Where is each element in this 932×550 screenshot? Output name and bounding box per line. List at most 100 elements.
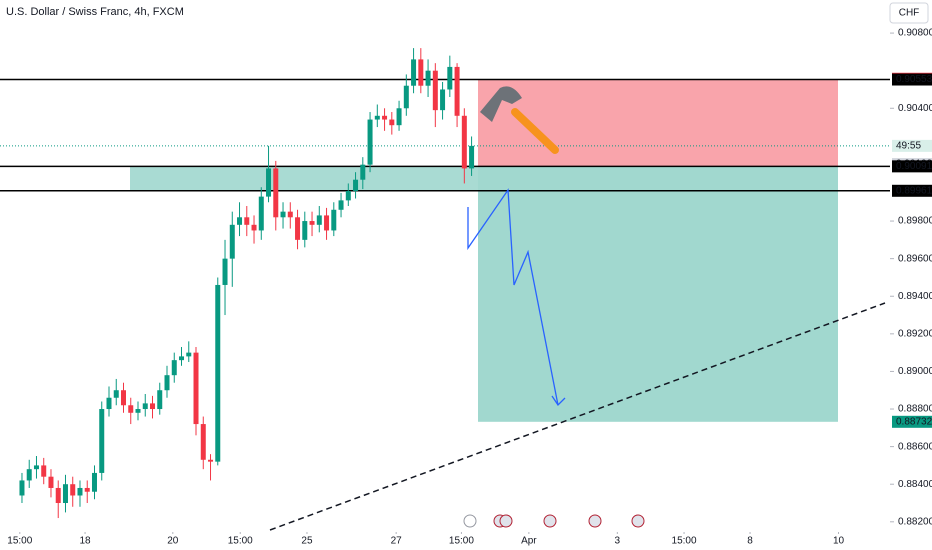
event-icon	[463, 514, 477, 528]
candle-body	[84, 487, 90, 492]
candle-body	[302, 221, 308, 240]
y-tick-label: 0.89600	[898, 253, 932, 264]
candle-body	[19, 480, 25, 496]
axis-bg	[890, 0, 932, 550]
y-tick-label: 0.88800	[898, 404, 932, 415]
x-tick-label: 10	[833, 536, 845, 547]
forecast-arrow	[467, 188, 559, 406]
candle-body	[396, 108, 402, 126]
candle-body	[295, 217, 301, 240]
y-tick-label: 0.90400	[898, 103, 932, 114]
y-tick-label: 0.89800	[898, 216, 932, 227]
zone	[130, 166, 478, 191]
candle-body	[99, 409, 105, 473]
candle-body	[222, 258, 228, 285]
candle-body	[106, 397, 112, 410]
candle-body	[186, 352, 192, 357]
x-tick-label: 27	[391, 536, 403, 547]
x-tick-label: 8	[747, 536, 753, 547]
price-badge-label: 0.88732	[896, 416, 932, 427]
x-tick-label: 20	[167, 536, 179, 547]
event-icon	[499, 514, 513, 528]
x-tick-label: Apr	[521, 536, 537, 547]
event-icon	[543, 514, 557, 528]
candle-body	[91, 472, 97, 492]
candle-body	[120, 390, 126, 406]
x-tick-label: 15:00	[228, 536, 253, 547]
x-tick-label: 15:00	[7, 536, 32, 547]
candle-body	[447, 66, 453, 90]
event-icon	[631, 514, 645, 528]
candle-body	[251, 224, 257, 231]
candle-body	[266, 168, 272, 197]
price-badge-label: 0.90553	[896, 74, 932, 85]
candle-body	[200, 424, 206, 460]
candle-body	[324, 215, 330, 231]
hammer-handle	[511, 108, 559, 154]
candle-body	[454, 66, 460, 116]
hammer-head	[480, 86, 522, 122]
arrow-head	[551, 395, 566, 407]
candle-body	[157, 390, 163, 410]
chart-title: U.S. Dollar / Swiss Franc, 4h, FXCM	[6, 6, 184, 18]
stop-box	[478, 79, 838, 167]
candle-body	[287, 211, 293, 218]
drawings-back	[0, 78, 890, 422]
candle-body	[418, 59, 424, 86]
candles	[19, 48, 475, 519]
candle-body	[208, 459, 214, 462]
y-tick-label: 0.88400	[898, 479, 932, 490]
candle-body	[229, 224, 235, 259]
candle-body	[258, 196, 264, 231]
candle-body	[237, 217, 243, 225]
price-badge-label: 0.89961	[896, 185, 932, 196]
candle-body	[345, 190, 351, 201]
candle-body	[338, 200, 344, 210]
candle-body	[55, 487, 61, 504]
candle-body	[461, 115, 467, 169]
candle-body	[179, 356, 185, 361]
candle-body	[33, 465, 39, 470]
candle-body	[425, 70, 431, 86]
candle-body	[403, 85, 409, 109]
x-tick-label: 18	[79, 536, 91, 547]
candle-body	[316, 215, 322, 225]
candle-body	[171, 360, 177, 376]
candle-body	[309, 221, 315, 225]
candle-body	[128, 405, 134, 413]
price-badge	[892, 415, 932, 428]
x-tick-label: 15:00	[672, 536, 697, 547]
currency-button[interactable]	[889, 2, 929, 24]
candle-body	[411, 59, 417, 86]
candle-body	[77, 487, 83, 496]
candle-body	[432, 70, 438, 111]
candle-body	[113, 390, 119, 398]
candle-body	[382, 115, 388, 120]
candle-body	[469, 145, 475, 169]
candle-body	[353, 179, 359, 191]
x-tick-label: 25	[301, 536, 313, 547]
currency[interactable]: CHF	[899, 8, 920, 19]
candle-body	[389, 119, 395, 126]
price-badge	[892, 73, 932, 86]
countdown: 49:55	[896, 141, 921, 152]
price-badge	[892, 184, 932, 197]
candle-body	[280, 211, 286, 218]
candle-body	[41, 465, 47, 477]
candle-body	[193, 352, 199, 425]
candle-body	[367, 119, 373, 165]
event-icons	[463, 514, 645, 528]
y-tick-label: 0.88200	[898, 516, 932, 527]
countdown-badge	[892, 139, 932, 152]
event-icon	[588, 514, 602, 528]
candle-body	[244, 217, 250, 225]
candle-body	[26, 469, 32, 481]
candle-body	[135, 409, 141, 413]
candle-body	[48, 476, 54, 488]
drawings-front	[269, 86, 886, 531]
x-tick-label: 3	[615, 536, 621, 547]
y-tick-label: 0.88600	[898, 441, 932, 452]
x-tick-label: 15:00	[449, 536, 474, 547]
candle-body	[440, 89, 446, 111]
